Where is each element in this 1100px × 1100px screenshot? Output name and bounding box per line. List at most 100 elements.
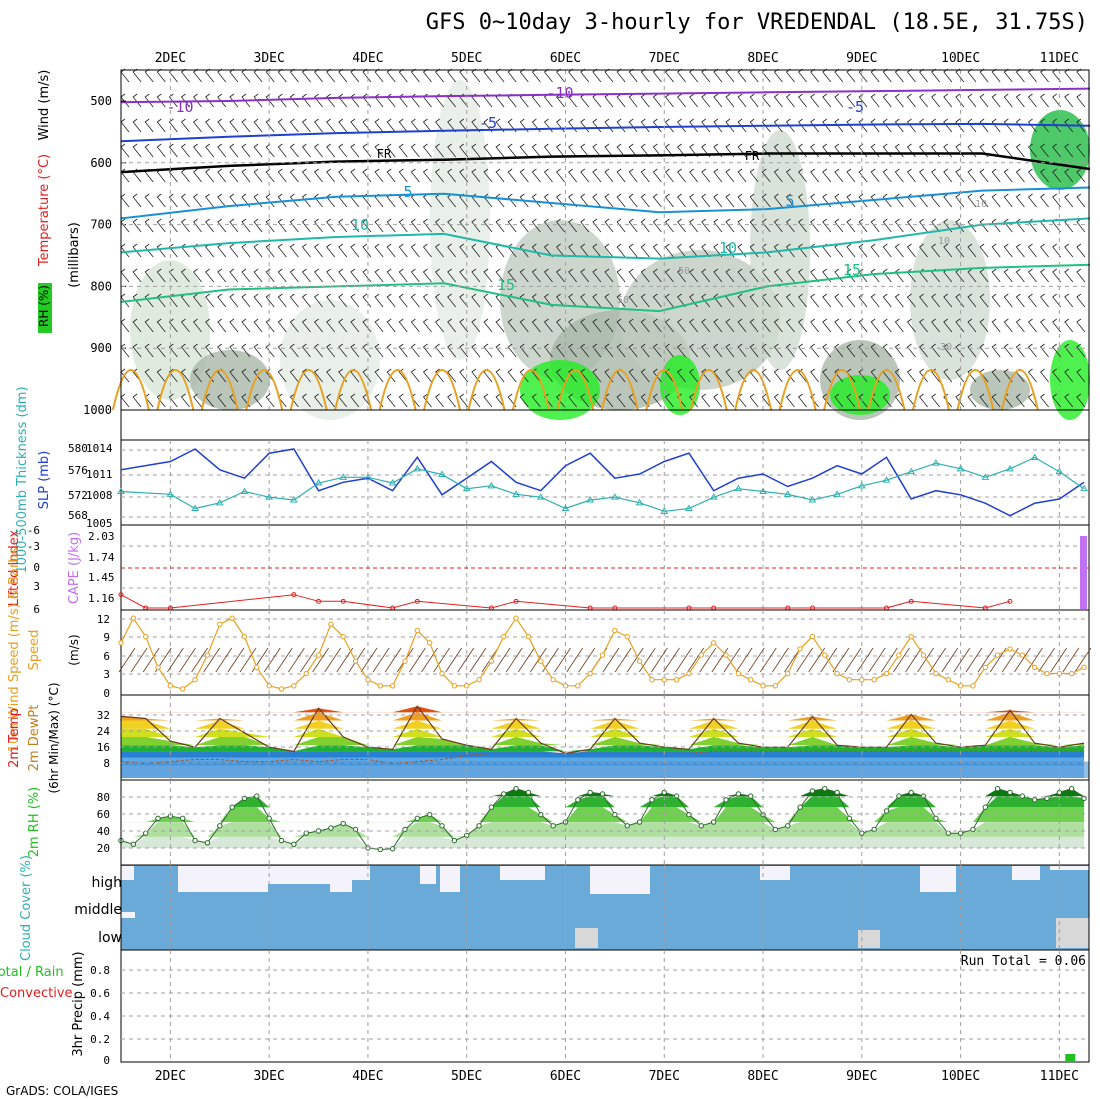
upper-wind-barb bbox=[301, 193, 311, 208]
upper-wind-barb bbox=[519, 268, 529, 283]
upper-wind-barb bbox=[217, 118, 227, 133]
upper-wind-barb bbox=[882, 218, 892, 233]
upper-wind-barb bbox=[882, 193, 892, 208]
upper-wind-barb bbox=[507, 68, 517, 83]
upper-wind-barb bbox=[834, 268, 844, 283]
upper-wind-barb bbox=[495, 318, 505, 333]
rh-marker bbox=[636, 819, 643, 825]
footer-credit: GrADS: COLA/IGES bbox=[6, 1084, 119, 1098]
cape-right-tick: 1.16 bbox=[88, 592, 115, 605]
wind10m-marker bbox=[859, 676, 865, 683]
upper-wind-barb bbox=[919, 143, 928, 158]
wind10m-barb bbox=[953, 647, 971, 673]
upper-wind-barb bbox=[701, 243, 711, 258]
upper-wind-barb bbox=[362, 268, 372, 283]
upper-wind-barb bbox=[822, 293, 832, 308]
upper-wind-barb bbox=[435, 268, 444, 283]
upper-wind-barb bbox=[193, 193, 202, 208]
upper-wind-barb bbox=[785, 293, 795, 308]
upper-wind-barb bbox=[386, 343, 396, 358]
upper-wind-barb bbox=[713, 268, 723, 283]
upper-wind-barb bbox=[217, 393, 227, 408]
upper-wind-barb bbox=[689, 218, 699, 233]
wind10m-barb bbox=[820, 647, 838, 673]
upper-wind-barb bbox=[338, 143, 348, 158]
upper-wind-barb bbox=[725, 368, 735, 383]
upper-wind-barb bbox=[701, 393, 711, 408]
upper-wind-barb bbox=[277, 268, 287, 283]
warm-contour bbox=[423, 369, 461, 411]
upper-wind-barb bbox=[604, 318, 614, 333]
upper-wind-barb bbox=[810, 318, 820, 333]
upper-wind-barb bbox=[991, 318, 1001, 333]
rh-band bbox=[121, 822, 1085, 837]
upper-wind-barb bbox=[398, 368, 408, 383]
wind10m-marker bbox=[1044, 670, 1050, 677]
upper-wind-barb bbox=[677, 143, 686, 158]
upper-wind-barb bbox=[459, 218, 469, 233]
wind10m-marker bbox=[698, 652, 705, 658]
upper-wind-barb bbox=[422, 168, 432, 183]
upper-wind-barb bbox=[640, 143, 650, 158]
upper-wind-barb bbox=[338, 168, 348, 183]
rh-marker bbox=[451, 837, 458, 844]
upper-wind-barb bbox=[991, 93, 1001, 108]
upper-wind-barb bbox=[870, 293, 880, 308]
warm-contour bbox=[956, 369, 995, 411]
temp-band bbox=[121, 728, 1085, 737]
wind10m-marker bbox=[612, 627, 618, 634]
upper-wind-barb bbox=[120, 118, 130, 133]
upper-wind-barb bbox=[156, 118, 166, 133]
contour-label: 10 bbox=[351, 216, 369, 234]
upper-wind-barb bbox=[241, 93, 251, 108]
upper-wind-barb bbox=[604, 368, 614, 383]
wind10m-marker bbox=[1019, 652, 1026, 658]
upper-wind-barb bbox=[1027, 193, 1037, 208]
wind10m-marker bbox=[229, 615, 235, 621]
upper-wind-barb bbox=[628, 343, 638, 358]
upper-wind-barb bbox=[846, 343, 856, 358]
upper-wind-barb bbox=[604, 118, 614, 133]
upper-wind-barb bbox=[326, 393, 336, 408]
rh-marker bbox=[488, 804, 495, 810]
upper-wind-barb bbox=[906, 343, 916, 358]
upper-wind-barb bbox=[193, 118, 202, 133]
thickness-marker bbox=[364, 473, 372, 480]
upper-wind-barb bbox=[422, 368, 432, 383]
rh2m-ylabel: 2m RH (%) bbox=[27, 787, 42, 858]
upper-wind-barb bbox=[882, 168, 892, 183]
upper-wind-barb bbox=[435, 143, 444, 158]
precip-tick: 0.2 bbox=[90, 1033, 110, 1046]
upper-wind-barb bbox=[725, 118, 735, 133]
upper-wind-barb bbox=[894, 343, 904, 358]
upper-wind-barb bbox=[677, 168, 686, 183]
rh-marker bbox=[315, 828, 322, 834]
upper-wind-barb bbox=[1027, 243, 1037, 258]
upper-wind-barb bbox=[652, 93, 662, 108]
upper-wind-barb bbox=[822, 143, 832, 158]
upper-wind-barb bbox=[338, 268, 348, 283]
upper-wind-barb bbox=[241, 268, 251, 283]
upper-wind-barb bbox=[422, 243, 432, 258]
upper-wind-barb bbox=[386, 243, 396, 258]
upper-wind-barb bbox=[1052, 143, 1062, 158]
upper-wind-barb bbox=[749, 93, 759, 108]
wind10m-barb bbox=[566, 647, 584, 673]
cape-ylabel: CAPE (J/kg) bbox=[67, 532, 82, 604]
upper-wind-barb bbox=[471, 268, 481, 283]
upper-wind-barb bbox=[652, 218, 662, 233]
upper-wind-barb bbox=[858, 143, 868, 158]
upper-wind-barb bbox=[374, 143, 384, 158]
upper-wind-barb bbox=[483, 393, 493, 408]
upper-wind-barb bbox=[846, 293, 856, 308]
wind10m-barb bbox=[469, 647, 487, 673]
upper-wind-barb bbox=[301, 68, 311, 83]
upper-wind-barb bbox=[350, 343, 360, 358]
wind10m-barb bbox=[1038, 647, 1055, 673]
upper-wind-barb bbox=[991, 268, 1001, 283]
upper-wind-barb bbox=[979, 168, 989, 183]
upper-wind-barb bbox=[301, 318, 311, 333]
wind10m-barb bbox=[493, 647, 511, 673]
upper-wind-barb bbox=[435, 293, 444, 308]
upper-wind-barb bbox=[931, 343, 941, 358]
